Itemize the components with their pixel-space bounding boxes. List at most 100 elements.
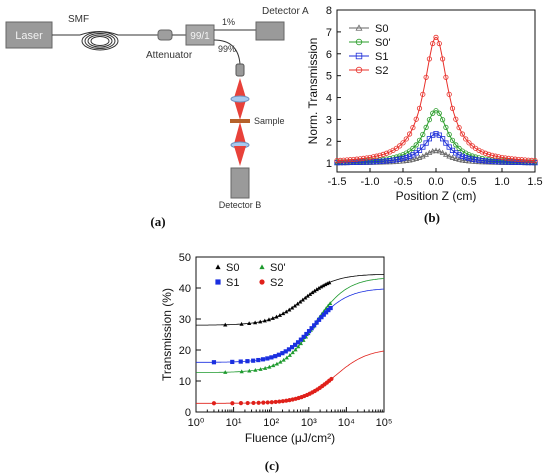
y-tick-label: 8 xyxy=(326,5,332,17)
data-point xyxy=(258,367,263,371)
data-point xyxy=(256,357,261,363)
data-point xyxy=(277,313,283,317)
data-point xyxy=(439,56,446,62)
legend-label: S0 xyxy=(375,23,388,35)
data-point xyxy=(267,364,272,369)
data-point xyxy=(423,74,429,80)
data-point xyxy=(449,105,456,111)
data-point xyxy=(328,305,333,311)
panel-c-label: (c) xyxy=(265,458,279,473)
data-point xyxy=(453,116,459,122)
data-point xyxy=(443,74,449,80)
data-point xyxy=(406,153,413,159)
data-point xyxy=(370,154,376,160)
data-point xyxy=(433,147,439,153)
x-tick-label: 0.5 xyxy=(461,176,476,188)
data-point xyxy=(295,340,301,345)
y-axis-title: Transmission (%) xyxy=(160,288,174,381)
data-point xyxy=(512,156,518,162)
data-point xyxy=(380,158,386,164)
legend-label: S2 xyxy=(270,277,283,289)
data-point xyxy=(256,400,261,405)
data-point xyxy=(360,155,366,162)
data-point xyxy=(430,40,436,47)
data-point xyxy=(426,117,432,123)
coupler-box xyxy=(185,24,215,46)
data-point xyxy=(410,156,416,162)
data-point xyxy=(509,156,515,162)
data-point xyxy=(436,132,442,138)
data-point xyxy=(512,159,518,165)
data-point xyxy=(326,307,331,313)
data-point xyxy=(443,151,449,157)
data-point xyxy=(466,155,472,162)
data-point xyxy=(433,34,439,40)
data-point xyxy=(502,155,508,161)
data-point xyxy=(334,157,340,164)
sample-plate xyxy=(230,119,250,123)
data-point xyxy=(303,295,308,300)
data-point xyxy=(347,157,353,163)
data-point xyxy=(281,357,286,362)
data-point xyxy=(486,151,492,157)
legend-label: S1 xyxy=(375,51,388,63)
data-point xyxy=(423,124,429,130)
data-point xyxy=(420,131,426,138)
series-line xyxy=(336,36,536,162)
data-point xyxy=(509,159,515,165)
y-tick-label: 30 xyxy=(179,314,191,326)
legend-label: S1 xyxy=(226,277,239,289)
fiber-coil-icon xyxy=(81,31,119,51)
data-point xyxy=(466,152,472,158)
sample-label: Sample xyxy=(254,116,285,126)
data-point xyxy=(456,145,462,151)
y-tick-label: 20 xyxy=(179,345,191,357)
data-point xyxy=(314,320,319,325)
y-tick-label: 6 xyxy=(326,49,332,61)
data-point xyxy=(439,117,446,123)
lens-icon xyxy=(230,95,250,103)
series-line xyxy=(337,110,535,163)
data-point xyxy=(489,158,495,164)
data-point xyxy=(390,157,396,163)
data-point xyxy=(413,142,419,148)
panel-b-label: (b) xyxy=(424,210,440,225)
beam-cone xyxy=(234,100,246,120)
data-point xyxy=(479,157,485,164)
data-point xyxy=(327,280,332,285)
attenuator-icon xyxy=(157,29,173,41)
data-point xyxy=(328,301,333,306)
data-point xyxy=(377,152,383,158)
data-point xyxy=(290,305,295,310)
data-point xyxy=(263,366,268,370)
y-tick-label: 1 xyxy=(326,158,332,170)
data-point xyxy=(329,376,334,382)
data-point xyxy=(453,142,459,148)
data-point xyxy=(309,326,314,331)
data-point xyxy=(239,369,244,374)
legend-marker xyxy=(355,24,363,31)
x-axis-title: Position Z (cm) xyxy=(396,189,477,203)
smf-label: SMF xyxy=(68,14,89,25)
data-point xyxy=(400,140,406,146)
data-point xyxy=(312,288,317,293)
data-point xyxy=(293,347,298,352)
coupler-label: 99/1 xyxy=(190,31,210,42)
data-point xyxy=(459,153,466,159)
fit-line xyxy=(196,274,384,326)
data-point xyxy=(403,154,409,161)
data-point xyxy=(337,157,343,164)
data-point xyxy=(515,159,522,165)
data-point xyxy=(400,155,406,162)
data-point xyxy=(323,282,328,287)
one-percent-label: 1% xyxy=(222,17,235,27)
data-point xyxy=(377,158,383,164)
data-point xyxy=(238,359,243,364)
data-point xyxy=(258,319,263,324)
data-point xyxy=(489,152,495,158)
data-point xyxy=(505,155,512,162)
data-point xyxy=(324,310,329,315)
data-point xyxy=(380,151,386,157)
data-point xyxy=(305,293,310,298)
data-point xyxy=(413,155,420,161)
